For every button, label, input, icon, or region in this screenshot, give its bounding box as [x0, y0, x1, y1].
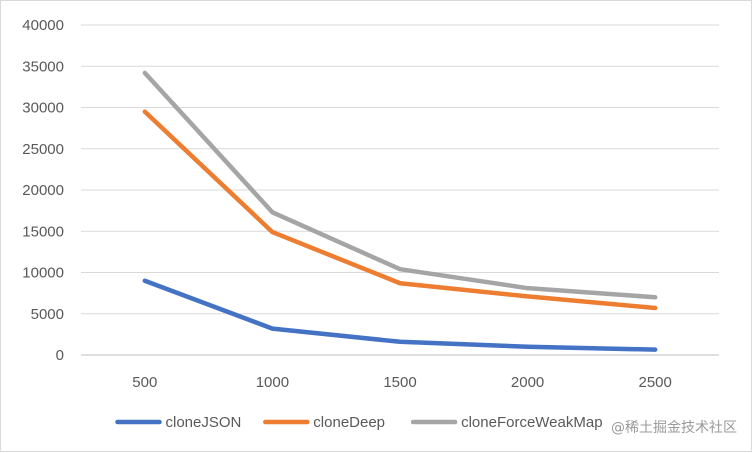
y-tick-label: 5000: [31, 306, 64, 323]
y-tick-label: 15000: [22, 223, 64, 240]
series-line-cloneForceWeakMap: [142, 70, 658, 300]
x-tick-label: 2000: [511, 374, 544, 391]
y-tick-label: 20000: [22, 182, 64, 199]
y-tick-label: 35000: [22, 58, 64, 75]
y-tick-label: 40000: [22, 17, 64, 34]
y-tick-label: 30000: [22, 100, 64, 117]
series-line-cloneDeep: [142, 109, 658, 311]
legend-label: cloneDeep: [313, 414, 385, 431]
series-line-cloneJSON: [142, 278, 658, 352]
x-tick-label: 2500: [639, 374, 672, 391]
x-tick-label: 1000: [256, 374, 289, 391]
watermark: @稀土掘金技术社区: [611, 420, 737, 436]
x-tick-label: 1500: [383, 374, 416, 391]
y-tick-label: 0: [56, 347, 64, 364]
y-tick-label: 25000: [22, 141, 64, 158]
legend-label: cloneForceWeakMap: [461, 414, 602, 431]
y-tick-label: 10000: [22, 265, 64, 282]
legend-label: cloneJSON: [166, 414, 242, 431]
x-tick-label: 500: [132, 374, 157, 391]
